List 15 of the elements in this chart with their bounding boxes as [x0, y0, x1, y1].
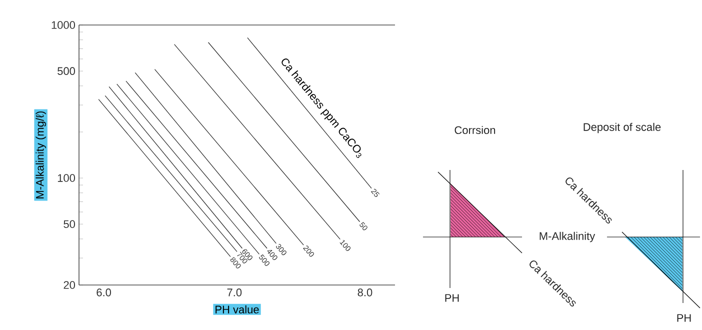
text: Corrsion	[454, 126, 496, 134]
x-tick-label: 6.0	[96, 288, 112, 296]
text: PH	[677, 314, 691, 322]
x-tick-label: 8.0	[358, 288, 372, 296]
text: PH	[445, 294, 459, 302]
y-tick-label: 50	[64, 220, 76, 228]
y-tick-label: 100	[58, 174, 76, 182]
y-axis-title: M-Alkalinity (mg/ℓ)	[36, 111, 46, 198]
y-tick-label: 1000	[52, 21, 76, 29]
text: M-Alkalinity	[540, 232, 596, 242]
text: Deposit of scale	[584, 122, 661, 134]
y-tick-label: 20	[64, 281, 76, 289]
y-tick-label: 500	[58, 67, 76, 75]
x-tick-label: 7.0	[227, 288, 242, 296]
x-axis-title: PH value	[216, 305, 259, 314]
